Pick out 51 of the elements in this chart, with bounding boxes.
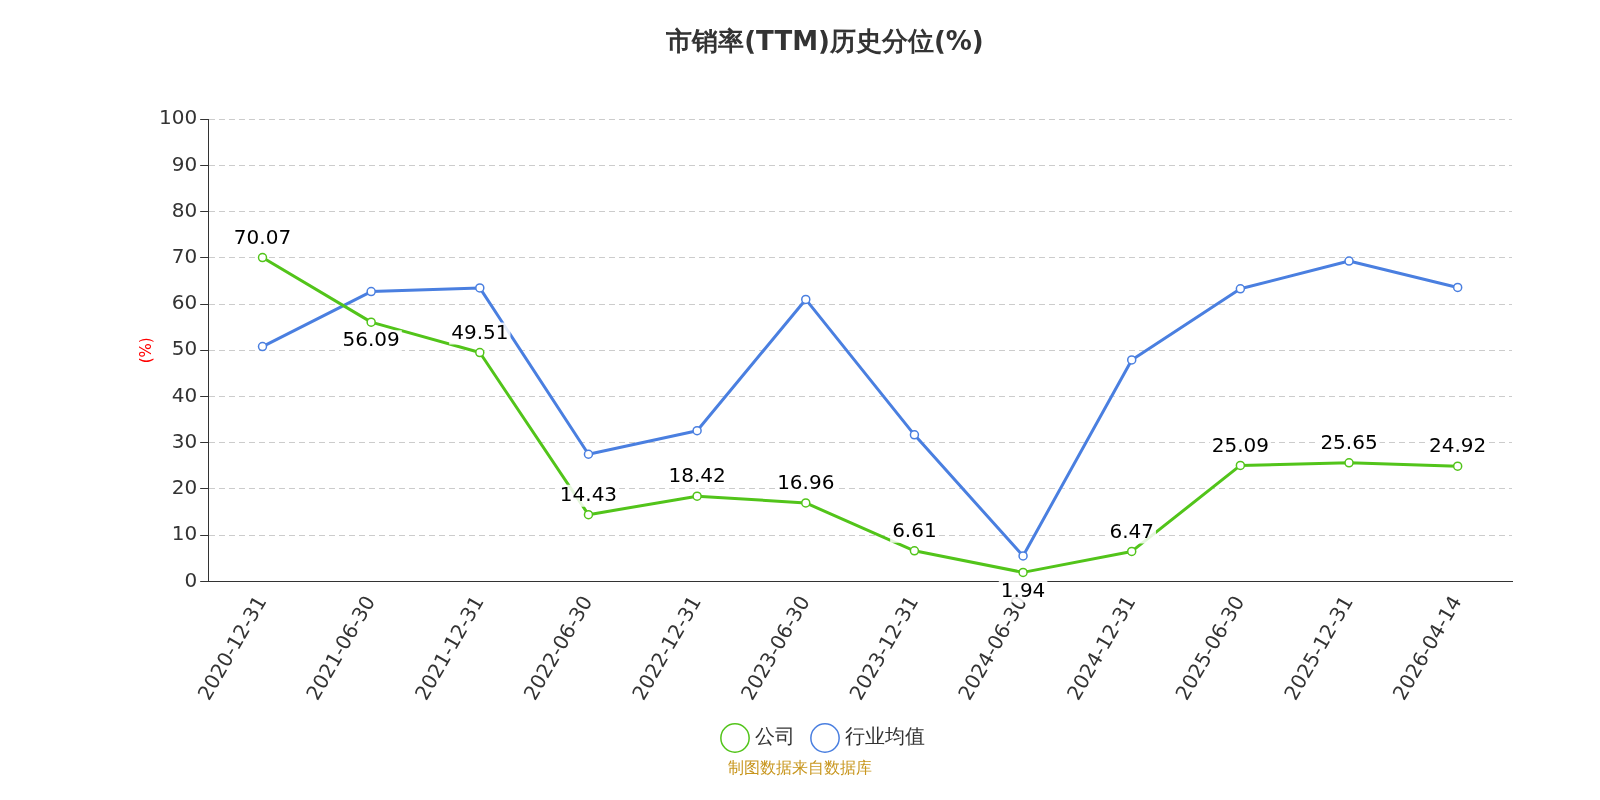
point (1344, 458, 1354, 468)
y-tick-label: 100 (158, 105, 198, 130)
point (801, 498, 811, 508)
point (475, 283, 485, 293)
point (366, 317, 376, 327)
data-label: 6.47 (1109, 518, 1154, 543)
data-label: 25.09 (1211, 432, 1269, 457)
point (1126, 546, 1137, 557)
point (692, 491, 702, 501)
y-tick-label: 40 (171, 382, 198, 407)
legend-label: 行业均值 (845, 724, 925, 749)
y-tick-label: 30 (171, 428, 198, 453)
point (909, 430, 920, 440)
y-tick-label: 10 (171, 521, 198, 546)
point (909, 546, 920, 556)
point (1018, 551, 1028, 561)
data-label: 16.96 (777, 470, 835, 495)
y-tick-label: 70 (171, 244, 198, 269)
data-label: 24.92 (1429, 433, 1487, 458)
text: 制图数据来自数据库 (727, 758, 873, 779)
point (1344, 256, 1354, 266)
data-label: 6.61 (892, 518, 937, 542)
y-tick-label: 50 (171, 336, 198, 361)
y-tick-label: 90 (171, 151, 198, 176)
y-tick-label: 60 (171, 290, 198, 315)
point (366, 286, 376, 297)
chart-title: 市销率(TTM)历史分位(%) (665, 26, 984, 57)
legend-label: 公司 (755, 724, 795, 749)
data-label: 70.07 (233, 224, 292, 249)
data-label: 56.09 (342, 327, 400, 352)
y-tick-label: 20 (171, 475, 198, 500)
point (1452, 282, 1463, 293)
point (801, 294, 811, 305)
point (692, 425, 702, 436)
data-label: 18.42 (668, 463, 726, 488)
point (583, 449, 594, 459)
point (1235, 284, 1246, 294)
data-label: 14.43 (559, 481, 618, 506)
point (257, 252, 268, 263)
y-tick-label: 80 (171, 197, 198, 222)
data-label: 49.51 (451, 319, 509, 344)
point (1018, 567, 1028, 578)
y-tick-label: 0 (184, 567, 198, 592)
point (1452, 461, 1463, 471)
y-axis-title: (%) (136, 337, 155, 364)
point (1126, 355, 1137, 365)
point (583, 509, 594, 520)
data-label: 25.65 (1320, 430, 1378, 455)
point (475, 347, 485, 358)
point (257, 341, 268, 352)
point (1235, 460, 1246, 471)
